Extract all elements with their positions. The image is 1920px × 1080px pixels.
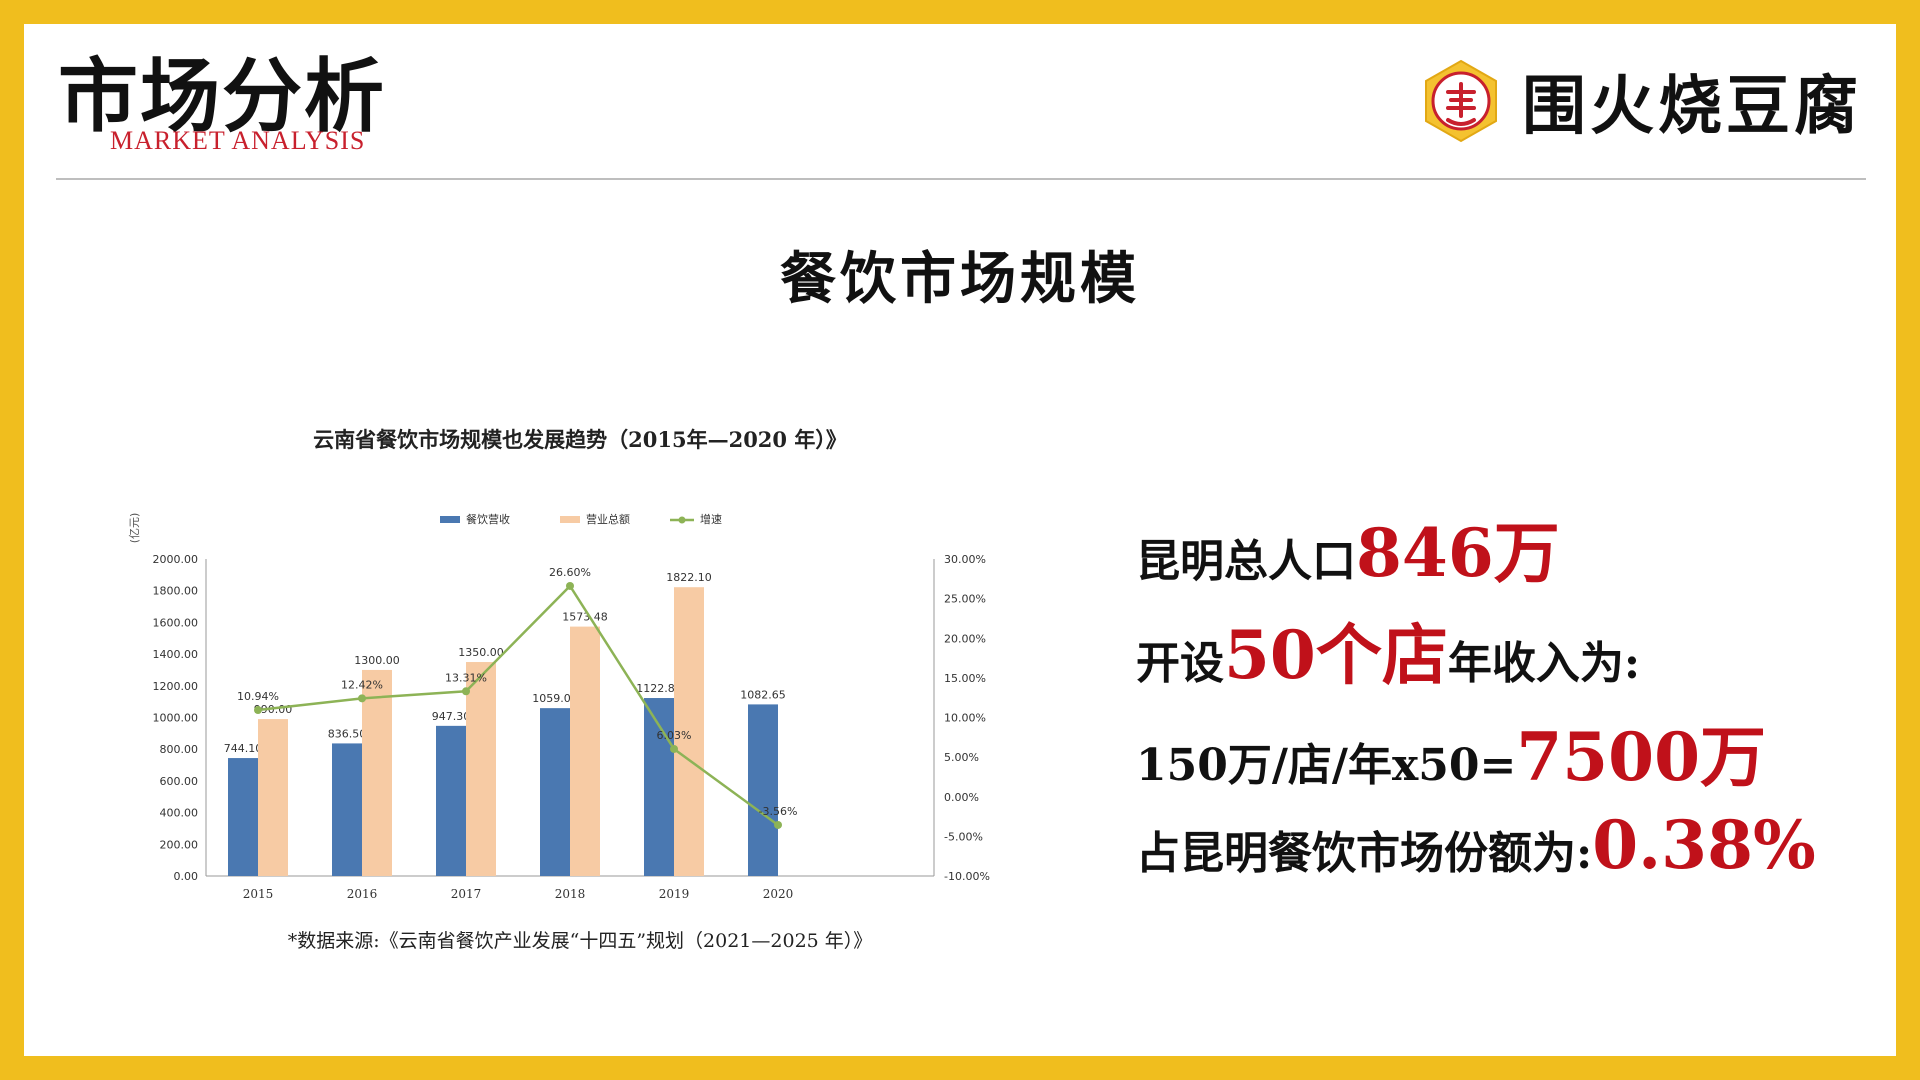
bar-revenue-label: 1082.65	[740, 688, 786, 701]
y-tick-label: 1000.00	[153, 712, 199, 725]
x-tick-label: 2015	[243, 887, 274, 901]
y-tick-label: 0.00	[174, 870, 199, 883]
stat-stores-suffix: 年收入为:	[1447, 638, 1641, 689]
y-tick-label: 400.00	[160, 807, 199, 820]
x-tick-label: 2018	[555, 887, 586, 901]
legend-business-label: 营业总额	[586, 512, 630, 526]
y-tick-label: 200.00	[160, 838, 199, 851]
y-tick-label: 800.00	[160, 743, 199, 756]
bar-revenue-label: 836.50	[328, 727, 367, 740]
page-subtitle: MARKET ANALYSIS	[110, 126, 366, 155]
chart-title: 云南省餐饮市场规模也发展趋势（2015年—2020 年）》	[313, 427, 847, 452]
bar-revenue-label: 947.30	[432, 710, 471, 723]
bar-revenue-label: 1059.01	[532, 692, 578, 705]
bar-business	[674, 587, 704, 876]
header-divider	[56, 178, 1866, 180]
y-tick-label: 1800.00	[153, 585, 199, 598]
legend-revenue-label: 餐饮营收	[466, 512, 510, 526]
y-tick-label: 600.00	[160, 775, 199, 788]
x-tick-label: 2017	[451, 887, 482, 901]
growth-point-label: 26.60%	[549, 566, 591, 579]
y2-tick-label: 20.00%	[944, 632, 986, 645]
legend-growth-label: 增速	[700, 512, 722, 526]
stat-population: 昆明总人口 846万	[1136, 500, 1816, 602]
brand-name: 围火烧豆腐	[1522, 69, 1862, 144]
bar-revenue	[436, 725, 466, 876]
y2-tick-label: -10.00%	[944, 870, 990, 883]
market-size-chart: 0.00 200.00 400.00 600.00 800.00 1000.00 1200.…	[128, 512, 990, 901]
x-tick-label: 2019	[659, 887, 690, 901]
bar-business-label: 1300.00	[354, 654, 400, 667]
growth-point-label: 13.31%	[445, 671, 487, 684]
growth-point	[670, 744, 678, 753]
growth-point-label: 10.94%	[237, 690, 279, 703]
bar-business	[466, 662, 496, 876]
y-tick-label: 1200.00	[153, 680, 199, 693]
y2-tick-label: 15.00%	[944, 672, 986, 685]
stat-revenue: 150万/店/年x50= 7500万	[1136, 704, 1816, 806]
slide-frame	[24, 24, 1896, 1056]
brand-logo: 围火烧豆腐	[1418, 56, 1862, 146]
legend-business-swatch	[560, 516, 580, 523]
stat-revenue-value: 7500万	[1516, 718, 1767, 796]
growth-point-label: 6.03%	[657, 729, 692, 742]
stats-panel: 昆明总人口 846万 开设 50个店 年收入为: 150万/店/年x50= 75…	[1136, 500, 1816, 908]
y2-tick-label: 25.00%	[944, 593, 986, 606]
bar-business-label: 1350.00	[458, 646, 504, 659]
stat-stores-value: 50个店	[1224, 616, 1448, 694]
brand-emblem-icon	[1425, 59, 1497, 143]
stat-stores-label: 开设	[1136, 638, 1224, 689]
stat-share: 占昆明餐饮市场份额为: 0.38%	[1136, 806, 1816, 908]
bar-business	[258, 719, 288, 876]
bar-business-label: 1573.48	[562, 611, 608, 624]
x-tick-label: 2016	[347, 887, 378, 901]
bar-business-label: 1822.10	[666, 571, 712, 584]
growth-point	[774, 820, 782, 829]
y-tick-label: 2000.00	[153, 553, 199, 566]
y2-tick-label: -5.00%	[944, 830, 983, 843]
legend-revenue-swatch	[440, 516, 460, 523]
chart-source-note: *数据来源:《云南省餐饮产业发展“十四五”规划（2021—2025 年）》	[287, 930, 873, 952]
x-tick-label: 2020	[763, 887, 794, 901]
stat-population-value: 846万	[1356, 514, 1560, 592]
y2-tick-label: 5.00%	[944, 751, 979, 764]
y2-tick-label: 30.00%	[944, 553, 986, 566]
y-tick-label: 1400.00	[153, 648, 199, 661]
bar-revenue	[332, 743, 362, 876]
growth-point-label: 12.42%	[341, 678, 383, 691]
section-title: 餐饮市场规模	[780, 246, 1140, 312]
bar-business	[362, 669, 392, 876]
y2-tick-label: 0.00%	[944, 791, 979, 804]
bar-revenue-label: 744.10	[224, 742, 263, 755]
bar-business	[570, 626, 600, 876]
growth-point	[462, 687, 470, 696]
bar-revenue-label: 1122.87	[636, 682, 682, 695]
y-axis-label: (亿元)	[128, 513, 141, 544]
bar-revenue	[228, 758, 258, 876]
page-title: 市场分析	[58, 49, 386, 143]
growth-point	[358, 694, 366, 703]
bar-revenue	[540, 708, 570, 876]
y-tick-label: 1600.00	[153, 616, 199, 629]
growth-point	[566, 581, 574, 590]
stat-revenue-formula: 150万/店/年x50=	[1136, 740, 1517, 791]
stat-share-label: 占昆明餐饮市场份额为:	[1136, 828, 1593, 879]
legend-growth-marker	[678, 516, 686, 524]
stat-population-label: 昆明总人口	[1136, 536, 1356, 587]
y2-tick-label: 10.00%	[944, 712, 986, 725]
growth-point	[254, 706, 262, 715]
stat-stores: 开设 50个店 年收入为:	[1136, 602, 1816, 704]
growth-line	[257, 583, 779, 826]
stat-share-value: 0.38%	[1592, 806, 1816, 884]
growth-point-label: -3.56%	[759, 805, 798, 818]
bar-revenue	[748, 704, 778, 876]
